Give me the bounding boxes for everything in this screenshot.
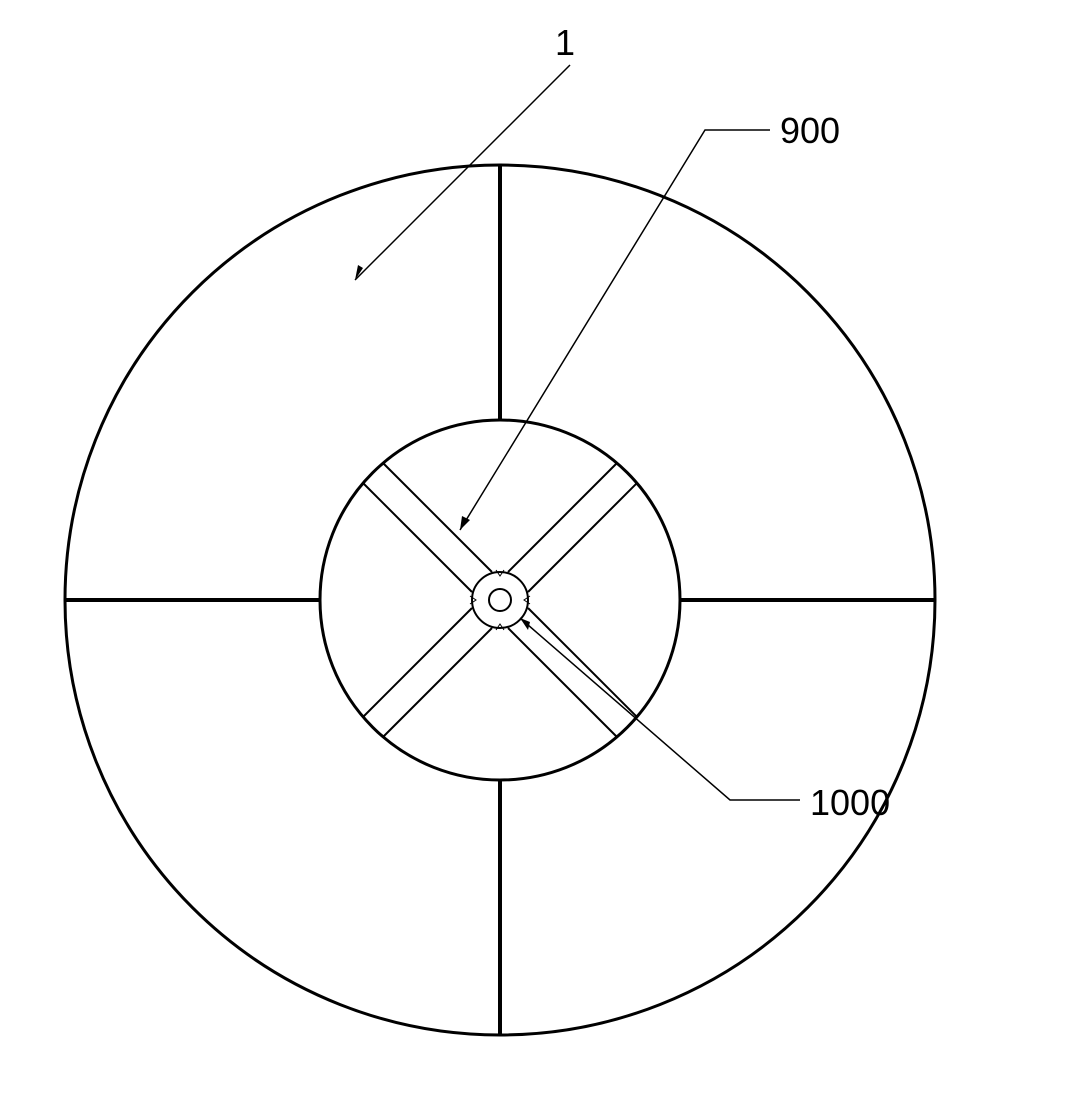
technical-diagram: 1 900 1000 xyxy=(0,0,1082,1093)
label-1000-text: 1000 xyxy=(810,782,890,823)
leader-lines xyxy=(355,65,800,800)
leader-1 xyxy=(355,65,570,280)
inner-x-spokes xyxy=(363,463,637,737)
hub-outer-circle xyxy=(472,572,528,628)
label-1-text: 1 xyxy=(555,22,575,63)
leader-1000-arrow xyxy=(520,618,530,630)
leader-1000 xyxy=(520,618,800,800)
hub-arrowheads xyxy=(470,570,530,630)
outer-cross-arms xyxy=(65,165,935,1035)
hub-inner-circle xyxy=(489,589,511,611)
leader-900 xyxy=(460,130,770,530)
leader-900-arrow xyxy=(460,516,470,530)
label-900-text: 900 xyxy=(780,110,840,151)
inner-circle xyxy=(320,420,680,780)
